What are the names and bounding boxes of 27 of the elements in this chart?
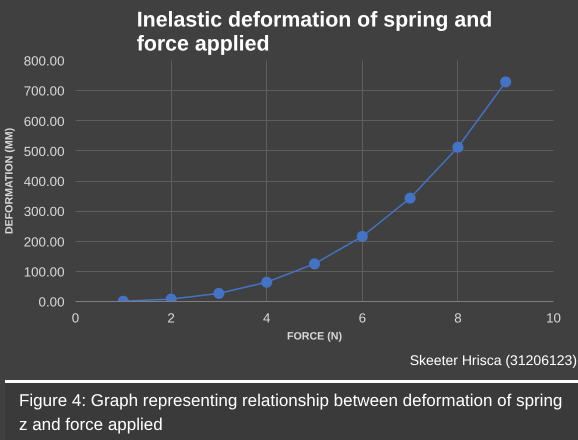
y-tick-label: 600.00 (24, 114, 64, 129)
y-tick-label: 500.00 (24, 144, 64, 159)
x-axis-title: FORCE (N) (286, 330, 342, 342)
y-tick-label: 700.00 (24, 84, 64, 99)
point (309, 258, 320, 270)
point (500, 76, 512, 88)
x-tick-label: 8 (454, 310, 462, 326)
y-axis-title: DEFORMATION (MM) (4, 127, 16, 234)
x-tick-label: 4 (262, 310, 271, 326)
y-tick-label: 0.00 (38, 294, 65, 310)
x-tick-label: 2 (167, 310, 175, 326)
chart-title: Inelastic deformation of spring and force applied (136, 8, 492, 56)
point (213, 288, 224, 299)
y-tick-label: 300.00 (24, 204, 64, 220)
x-tick-label: 0 (72, 310, 80, 326)
point (356, 230, 368, 242)
text: Skeeter Hrisca (31206123) (410, 351, 577, 370)
x-tick-label: 10 (546, 310, 561, 326)
y-tick-label: 800.00 (24, 54, 64, 68)
y-tick-label: 400.00 (24, 174, 64, 189)
point (452, 142, 464, 153)
x-tick-label: 6 (358, 310, 366, 326)
point (404, 192, 416, 204)
y-tick-label: 200.00 (24, 234, 64, 250)
caption: Figure 4: Graph representing relationship between deformation of spring z and force applied (19, 390, 564, 436)
point (261, 276, 272, 288)
y-tick-label: 100.00 (24, 264, 64, 280)
